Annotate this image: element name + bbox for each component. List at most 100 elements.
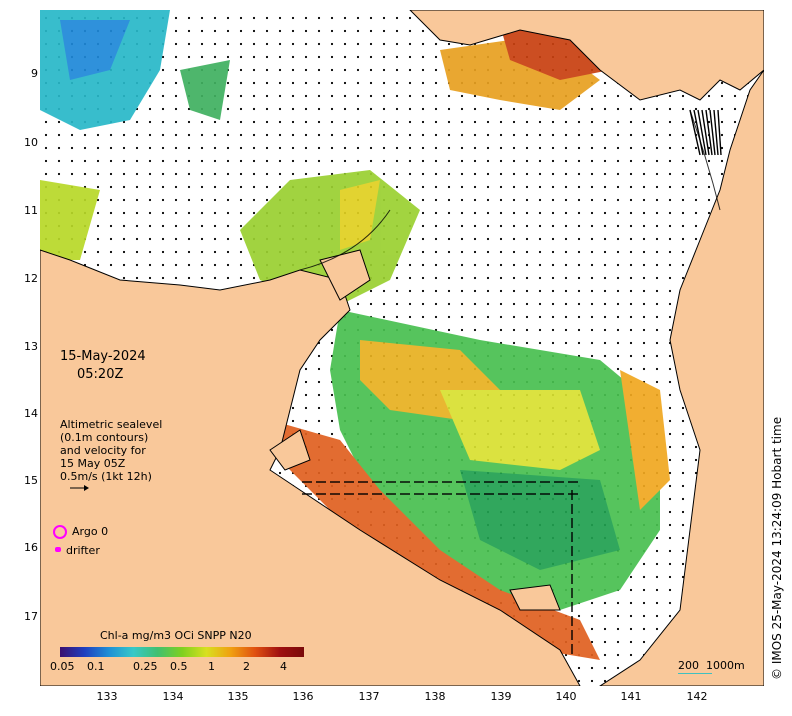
velocity-dot bbox=[629, 198, 633, 202]
velocity-dot bbox=[304, 68, 308, 72]
velocity-dot bbox=[590, 328, 594, 332]
velocity-dot bbox=[304, 133, 308, 137]
velocity-dot bbox=[733, 120, 737, 124]
velocity-dot bbox=[161, 185, 165, 189]
velocity-dot bbox=[447, 185, 451, 189]
velocity-dot bbox=[421, 211, 425, 215]
velocity-dot bbox=[174, 276, 178, 280]
velocity-dot bbox=[668, 302, 672, 306]
velocity-dot bbox=[252, 16, 256, 20]
land-arnhem bbox=[39, 249, 581, 687]
land-groote bbox=[269, 429, 311, 471]
velocity-dot bbox=[655, 380, 659, 384]
velocity-dot bbox=[369, 120, 373, 124]
velocity-dot bbox=[213, 133, 217, 137]
sealevel-legend-text: Altimetric sealevel (0.1m contours) and … bbox=[60, 418, 163, 483]
velocity-dot bbox=[603, 653, 607, 657]
colorbar-tick-2: 0.25 bbox=[133, 660, 158, 673]
velocity-dot bbox=[616, 627, 620, 631]
velocity-dot bbox=[200, 250, 204, 254]
velocity-dot bbox=[460, 276, 464, 280]
velocity-dot bbox=[681, 146, 685, 150]
velocity-dot bbox=[226, 224, 230, 228]
velocity-dot bbox=[317, 29, 321, 33]
velocity-dot bbox=[473, 107, 477, 111]
colorbar-tick-5: 2 bbox=[243, 660, 250, 673]
velocity-dot bbox=[629, 185, 633, 189]
velocity-dot bbox=[447, 237, 451, 241]
velocity-dot bbox=[109, 146, 113, 150]
velocity-dot bbox=[174, 133, 178, 137]
velocity-dot bbox=[161, 146, 165, 150]
velocity-dot bbox=[174, 81, 178, 85]
velocity-dot bbox=[187, 185, 191, 189]
velocity-dot bbox=[239, 107, 243, 111]
velocity-dot bbox=[460, 315, 464, 319]
velocity-dot bbox=[239, 211, 243, 215]
velocity-dot bbox=[616, 653, 620, 657]
velocity-dot bbox=[577, 224, 581, 228]
velocity-dot bbox=[265, 185, 269, 189]
velocity-dot bbox=[577, 172, 581, 176]
velocity-dot bbox=[265, 133, 269, 137]
velocity-dot bbox=[603, 185, 607, 189]
velocity-dot bbox=[577, 237, 581, 241]
velocity-dot bbox=[161, 211, 165, 215]
velocity-dot bbox=[330, 419, 334, 423]
velocity-dot bbox=[200, 263, 204, 267]
velocity-dot bbox=[174, 68, 178, 72]
velocity-dot bbox=[213, 120, 217, 124]
velocity-dot bbox=[213, 16, 217, 20]
velocity-dot bbox=[642, 276, 646, 280]
velocity-dot bbox=[187, 55, 191, 59]
velocity-dot bbox=[499, 237, 503, 241]
velocity-dot bbox=[603, 146, 607, 150]
velocity-dot bbox=[226, 16, 230, 20]
velocity-dot bbox=[330, 107, 334, 111]
velocity-dot bbox=[213, 185, 217, 189]
velocity-dot bbox=[239, 224, 243, 228]
velocity-dot bbox=[447, 315, 451, 319]
velocity-dot bbox=[213, 276, 217, 280]
drifter-label: drifter bbox=[66, 544, 100, 557]
velocity-dot bbox=[343, 29, 347, 33]
velocity-dot bbox=[694, 146, 698, 150]
velocity-dot bbox=[629, 588, 633, 592]
velocity-dot bbox=[538, 237, 542, 241]
velocity-dot bbox=[564, 224, 568, 228]
velocity-dot bbox=[538, 289, 542, 293]
velocity-dot bbox=[200, 185, 204, 189]
velocity-dot bbox=[213, 198, 217, 202]
velocity-dot bbox=[200, 133, 204, 137]
velocity-dot bbox=[551, 315, 555, 319]
velocity-dot bbox=[577, 276, 581, 280]
velocity-dot bbox=[122, 198, 126, 202]
velocity-dot bbox=[135, 211, 139, 215]
velocity-dot bbox=[681, 484, 685, 488]
velocity-dot bbox=[343, 42, 347, 46]
velocity-dot bbox=[304, 419, 308, 423]
velocity-dot bbox=[356, 42, 360, 46]
colorbar bbox=[60, 647, 304, 657]
chl-patch-e bbox=[620, 370, 670, 510]
velocity-dot bbox=[213, 250, 217, 254]
velocity-dot bbox=[447, 302, 451, 306]
velocity-dot bbox=[395, 289, 399, 293]
velocity-dot bbox=[629, 276, 633, 280]
velocity-dot bbox=[174, 55, 178, 59]
velocity-dot bbox=[668, 601, 672, 605]
velocity-dot bbox=[616, 328, 620, 332]
y-tick-16: 16 bbox=[24, 541, 38, 554]
velocity-dot bbox=[577, 185, 581, 189]
velocity-dot bbox=[109, 263, 113, 267]
velocity-dot bbox=[278, 29, 282, 33]
velocity-dot bbox=[408, 120, 412, 124]
velocity-dot bbox=[356, 120, 360, 124]
velocity-dot bbox=[564, 653, 568, 657]
velocity-dot bbox=[421, 133, 425, 137]
velocity-dot bbox=[252, 120, 256, 124]
x-tick-138: 138 bbox=[424, 690, 446, 703]
velocity-dot bbox=[577, 315, 581, 319]
velocity-dot bbox=[382, 172, 386, 176]
velocity-dot bbox=[538, 133, 542, 137]
